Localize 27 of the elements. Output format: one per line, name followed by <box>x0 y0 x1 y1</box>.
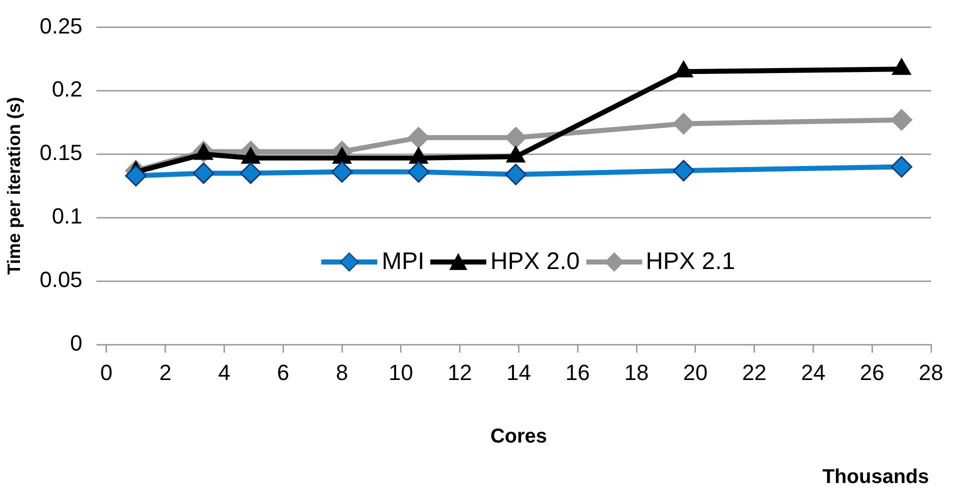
x-tick-label: 24 <box>800 360 826 385</box>
x-tick-label: 2 <box>159 360 172 385</box>
x-axis-title: Cores <box>490 426 548 448</box>
text: Thousands <box>822 466 929 489</box>
y-tick-label: 0.05 <box>40 267 82 292</box>
x-tick-label: 18 <box>624 360 649 385</box>
x-tick-label: 8 <box>336 360 348 385</box>
x-tick-label: 22 <box>742 360 767 385</box>
legend-label: HPX 2.0 <box>490 248 580 276</box>
y-tick-label: 0.25 <box>40 13 82 38</box>
x-tick-label: 28 <box>918 360 944 385</box>
y-tick-label: 0.1 <box>52 204 82 229</box>
y-tick-label: 0.2 <box>52 76 82 102</box>
x-tick-label: 16 <box>565 360 590 385</box>
x-tick-label: 4 <box>218 360 230 385</box>
legend-label: MPI <box>382 248 424 276</box>
x-tick-label: 12 <box>448 360 472 385</box>
y-tick-label: 0 <box>70 330 82 356</box>
x-tick-label: 0 <box>100 360 113 385</box>
x-tick-label: 6 <box>276 360 290 385</box>
y-axis-title: Time per iteration (s) <box>4 97 24 275</box>
x-tick-label: 26 <box>860 360 884 385</box>
y-tick-label: 0.15 <box>40 140 82 166</box>
x-tick-label: 20 <box>683 360 708 385</box>
x-tick-label: 10 <box>388 360 414 385</box>
x-tick-label: 14 <box>506 360 531 385</box>
legend-label: HPX 2.1 <box>646 248 736 276</box>
